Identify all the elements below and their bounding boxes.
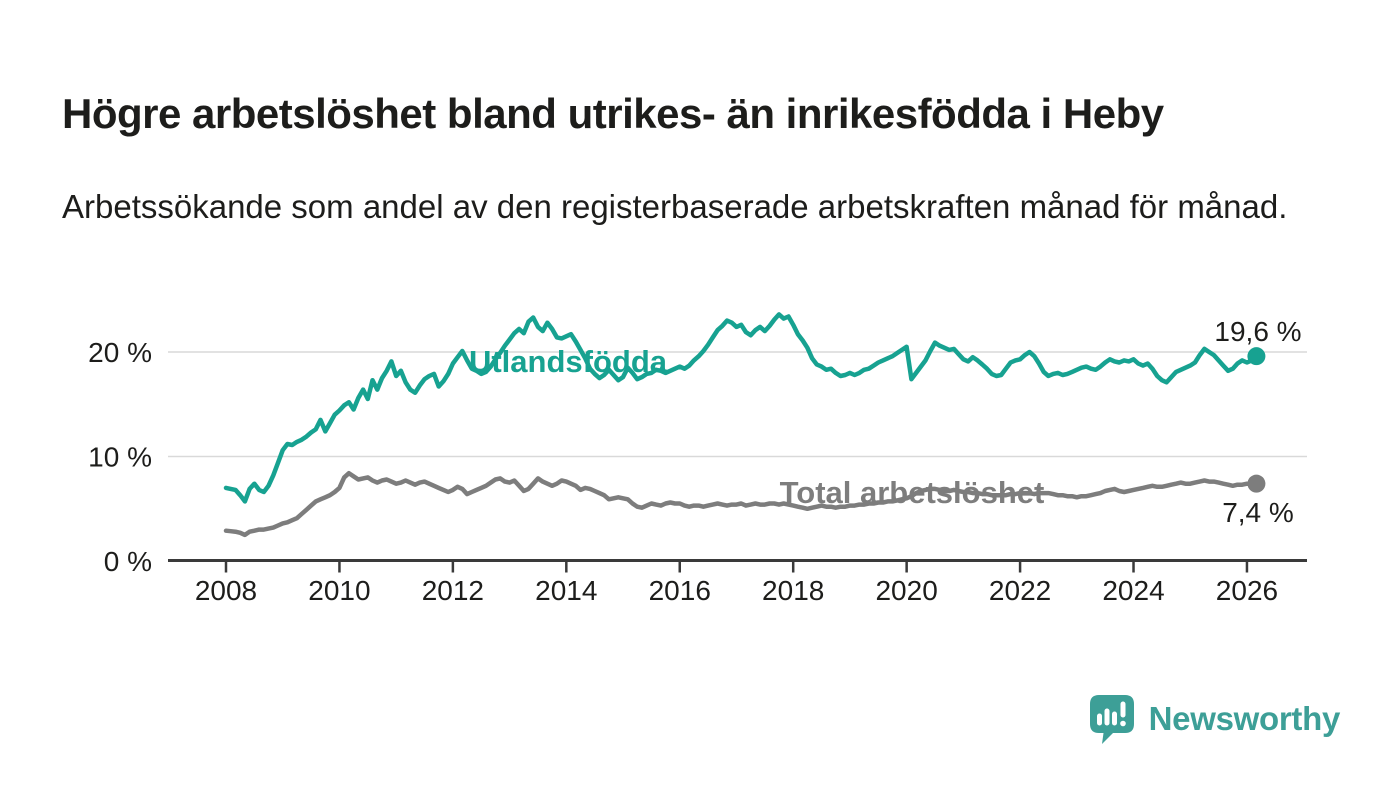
x-axis-tick-label: 2020 [875, 575, 937, 606]
x-axis-tick-label: 2022 [989, 575, 1051, 606]
series-line-utlandsfodda [223, 312, 1259, 504]
series-label-utlandsfodda: Utlandsfödda [469, 344, 668, 379]
x-axis-tick-label: 2018 [762, 575, 824, 606]
newsworthy-logo: Newsworthy [1089, 694, 1340, 744]
x-axis-tick-label: 2010 [308, 575, 370, 606]
x-axis-tick-label: 2026 [1216, 575, 1278, 606]
logo-exclamation-dot [1119, 720, 1126, 727]
end-value-label-utlandsfodda: 19,6 % [1214, 316, 1301, 347]
series-label-total: Total arbetslöshet [780, 475, 1045, 510]
logo-bar-chart-glyph [1096, 701, 1126, 726]
chart-title: Högre arbetslöshet bland utrikes- än inr… [62, 90, 1164, 138]
end-value-label-total: 7,4 % [1222, 497, 1294, 528]
newsworthy-logo-icon [1089, 695, 1134, 744]
x-axis-tick-label: 2012 [422, 575, 484, 606]
x-axis-tick-label: 2014 [535, 575, 597, 606]
brand-name: Newsworthy [1148, 700, 1341, 737]
series-line-total [223, 470, 1259, 538]
y-axis-tick-label: 0 % [104, 546, 152, 577]
chart-subtitle: Arbetssökande som andel av den registerb… [62, 188, 1288, 225]
x-axis-tick-label: 2016 [649, 575, 711, 606]
series-end-dot-total [1247, 474, 1266, 493]
series-end-dot-utlandsfodda [1247, 347, 1266, 366]
x-axis-tick-label: 2008 [195, 575, 257, 606]
y-axis-tick-label: 10 % [88, 442, 152, 473]
y-axis-tick-label: 20 % [88, 337, 152, 368]
x-axis-tick-label: 2024 [1102, 575, 1164, 606]
